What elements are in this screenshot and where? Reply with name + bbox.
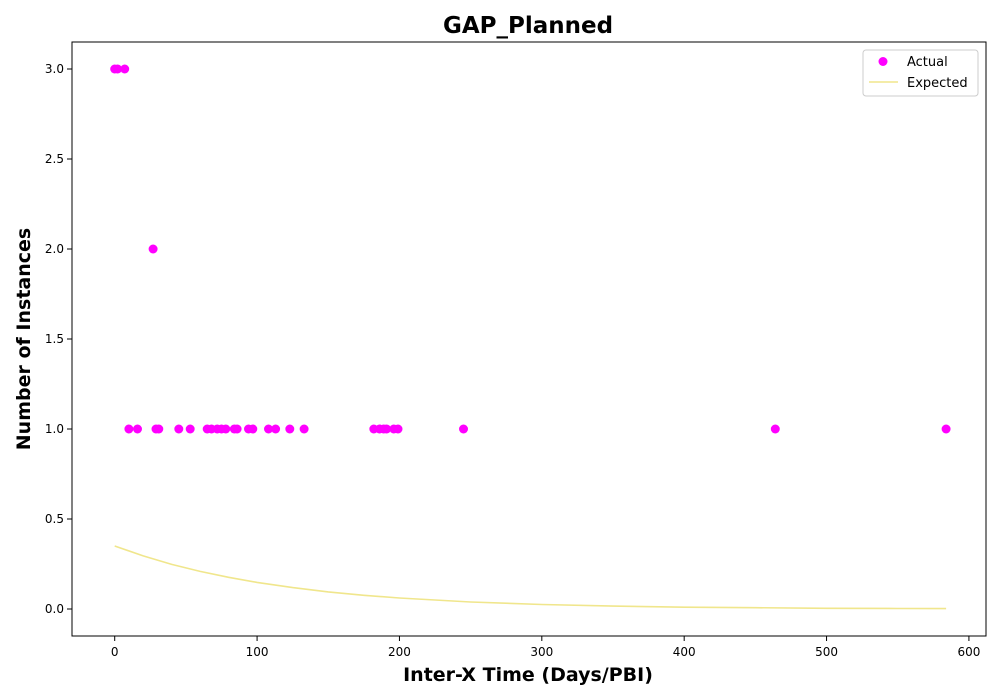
x-tick-label: 300 [530,645,553,659]
y-tick-label: 0.0 [45,602,64,616]
legend-label-actual: Actual [907,55,948,70]
actual-point [770,424,780,434]
legend-marker-actual [878,57,888,66]
y-tick-label: 0.5 [45,512,64,526]
legend: Actual Expected [862,49,979,97]
x-tick-label: 400 [673,645,696,659]
actual-point [299,424,309,434]
actual-point [232,424,242,434]
actual-point [154,424,164,434]
x-tick-label: 100 [246,645,269,659]
actual-point [382,424,392,434]
actual-point [113,64,123,74]
actual-point [185,424,195,434]
actual-point [271,424,281,434]
y-tick-label: 2.5 [45,152,64,166]
actual-point [459,424,468,434]
plot-area: 0 100 200 300 400 500 600 0.0 0.5 1.0 1.5 2.0 2.5 3.0 [45,41,987,659]
actual-point [221,424,231,434]
actual-point [174,424,184,434]
legend-label-expected: Expected [907,76,968,91]
y-tick-label: 3.0 [45,62,64,76]
actual-point [133,424,142,434]
legend-box [862,49,979,97]
y-tick-label: 2.0 [45,242,64,256]
actual-point [248,424,258,434]
x-tick-label: 200 [388,645,411,659]
expected-line [114,545,947,610]
actual-point [120,64,130,74]
chart-title: GAP_Planned [443,13,613,39]
y-tick-label: 1.0 [45,422,64,436]
x-tick-label: 0 [111,645,119,659]
y-axis-title: Number of Instances [13,228,35,450]
y-tick-label: 1.5 [45,332,64,346]
actual-point [941,424,951,434]
actual-point [285,424,295,434]
actual-point [264,424,273,434]
actual-point [124,424,134,434]
x-tick-label: 500 [815,645,838,659]
x-axis-title: Inter-X Time (Days/PBI) [403,664,653,686]
actual-point [393,424,403,434]
x-tick-label: 600 [957,645,980,659]
actual-point [148,244,158,254]
